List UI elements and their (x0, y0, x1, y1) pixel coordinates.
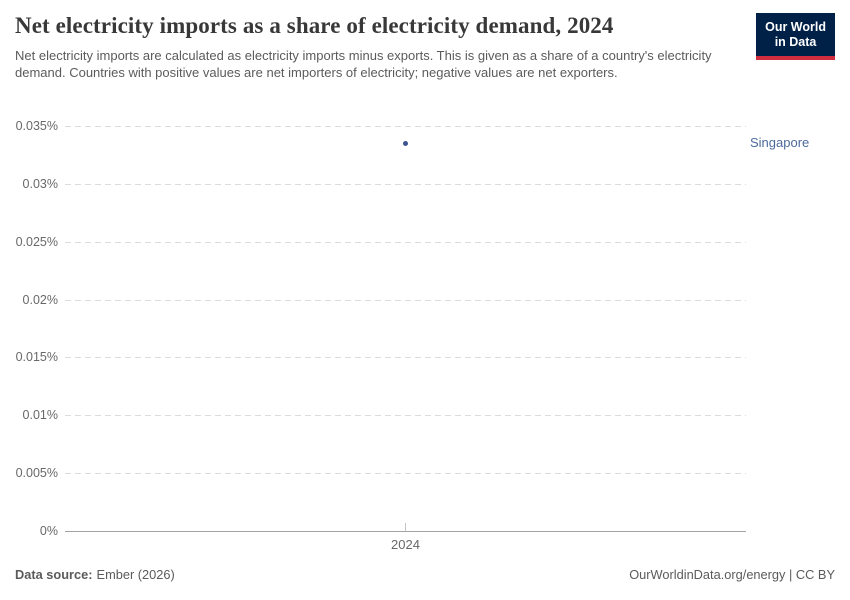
y-tick-label: 0.01% (22, 408, 58, 423)
y-gridline (65, 473, 746, 475)
x-tick-label: 2024 (391, 537, 420, 552)
owid-logo-line1: Our World (765, 20, 826, 34)
y-tick-label: 0.025% (15, 234, 58, 249)
y-gridline (65, 126, 746, 127)
data-source[interactable]: Data source: Ember (2026) (15, 567, 175, 582)
entity-label-singapore[interactable]: Singapore (750, 135, 810, 151)
y-tick-label: 0.035% (15, 119, 58, 133)
data-source-value: Ember (2026) (96, 567, 175, 582)
chart-footer: Data source: Ember (2026) OurWorldinData.… (15, 567, 835, 582)
owid-logo: Our World in Data (756, 13, 835, 60)
y-tick-label: 0.005% (15, 466, 58, 481)
chart-subtitle: Net electricity imports are calculated a… (15, 48, 712, 81)
y-tick-label: 0.015% (15, 350, 58, 365)
owid-logo-line2: in Data (774, 35, 817, 50)
owid-logo-text: Our World in Data (756, 13, 835, 56)
x-axis-line (65, 531, 746, 532)
x-axis-tick (405, 523, 406, 531)
y-gridline (65, 183, 746, 185)
title-block: Net electricity imports as a share of el… (15, 13, 753, 81)
y-tick-label: 0.03% (22, 176, 58, 191)
y-gridline (65, 357, 746, 359)
data-source-label: Data source: (15, 567, 93, 582)
footer-license-link[interactable]: OurWorldinData.org/energy | CC BY (629, 567, 835, 582)
y-tick-label: 0.02% (22, 292, 58, 307)
y-gridline (65, 415, 746, 417)
y-tick-label: 0% (39, 524, 58, 538)
y-gridline (65, 299, 746, 301)
chart-title: Net electricity imports as a share of el… (15, 13, 614, 38)
owid-logo-accent-bar (756, 55, 835, 60)
chart-header: Net electricity imports as a share of el… (15, 13, 835, 81)
y-gridline (65, 241, 746, 243)
data-point-singapore[interactable] (403, 140, 408, 146)
